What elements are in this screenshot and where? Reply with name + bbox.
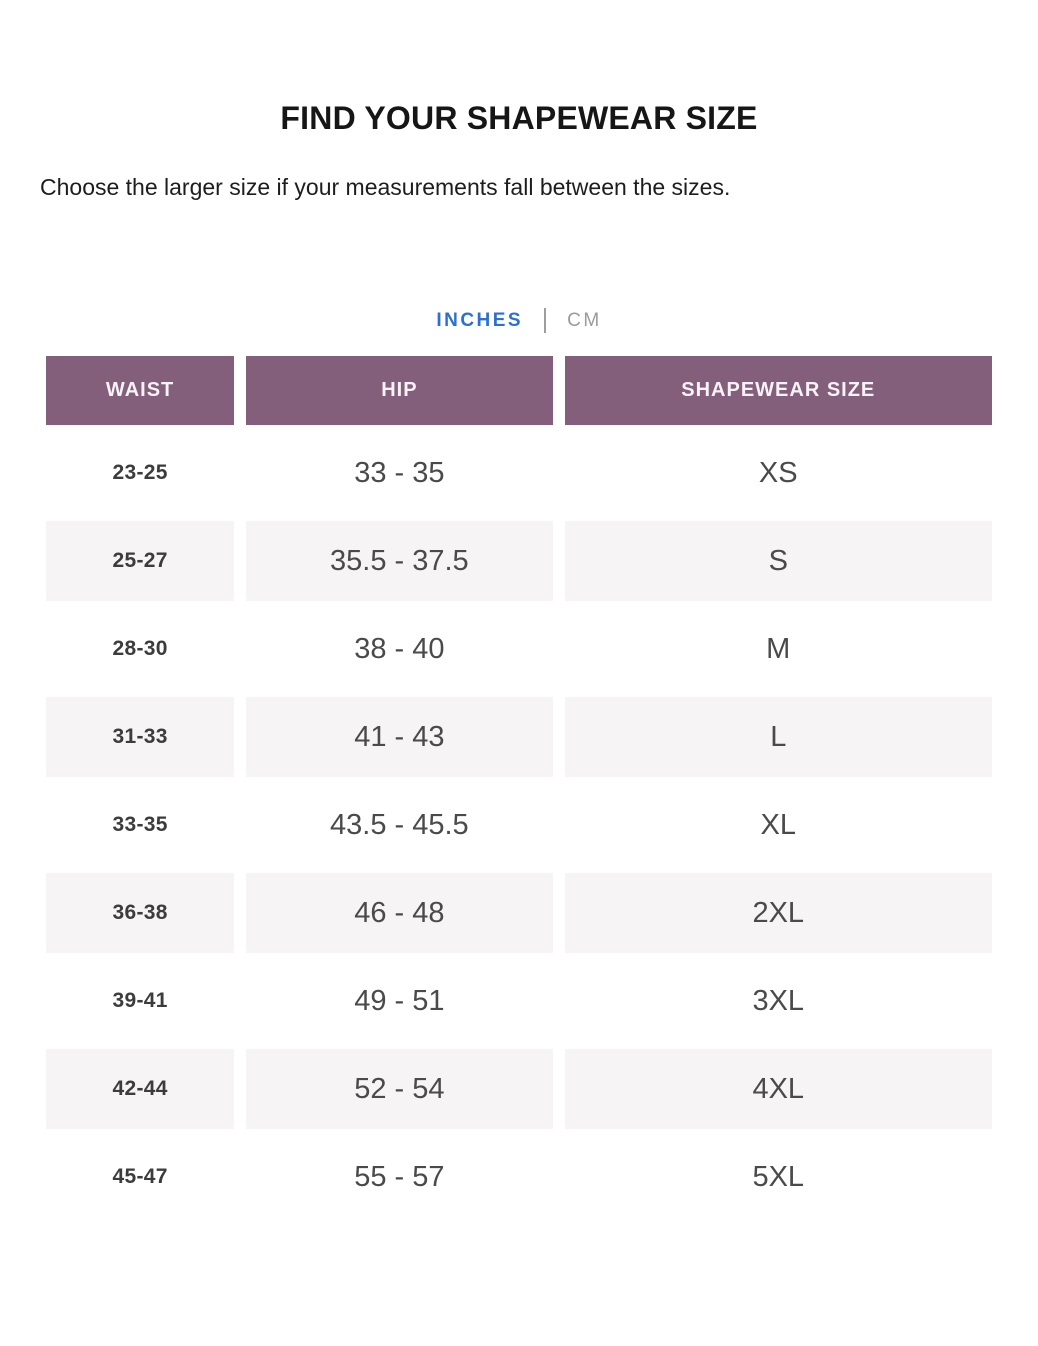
size-table: WAIST HIP SHAPEWEAR SIZE 23-25 33 - 35 XS 25-… xyxy=(34,348,1004,1225)
column-header-size: SHAPEWEAR SIZE xyxy=(564,356,992,425)
page-subtitle: Choose the larger size if your measureme… xyxy=(40,174,731,200)
hip-cell: 52 - 54 xyxy=(246,1049,553,1129)
waist-cell: 33-35 xyxy=(46,785,235,865)
size-cell: S xyxy=(564,521,992,601)
hip-cell: 33 - 35 xyxy=(246,433,553,513)
size-cell: XL xyxy=(564,785,992,865)
size-cell: 2XL xyxy=(564,873,992,953)
size-table-body: 23-25 33 - 35 XS 25-27 35.5 - 37.5 S 28-30 38 -… xyxy=(46,433,992,1217)
waist-cell: 25-27 xyxy=(46,521,235,601)
unit-option-inches[interactable]: INCHES xyxy=(436,309,524,331)
table-row: 45-47 55 - 57 5XL xyxy=(46,1137,992,1217)
waist-cell: 23-25 xyxy=(46,433,235,513)
table-row: 39-41 49 - 51 3XL xyxy=(46,961,992,1041)
hip-cell: 35.5 - 37.5 xyxy=(246,521,553,601)
table-row: 42-44 52 - 54 4XL xyxy=(46,1049,992,1129)
hip-cell: 49 - 51 xyxy=(246,961,553,1041)
table-row: 36-38 46 - 48 2XL xyxy=(46,873,992,953)
size-cell: 5XL xyxy=(564,1137,992,1217)
waist-cell: 31-33 xyxy=(46,697,235,777)
unit-divider xyxy=(544,308,547,333)
size-cell: 3XL xyxy=(564,961,992,1041)
table-row: 33-35 43.5 - 45.5 XL xyxy=(46,785,992,865)
waist-cell: 28-30 xyxy=(46,609,235,689)
size-cell: L xyxy=(564,697,992,777)
hip-cell: 43.5 - 45.5 xyxy=(246,785,553,865)
page-title: FIND YOUR SHAPEWEAR SIZE xyxy=(280,100,758,136)
size-cell: XS xyxy=(564,433,992,513)
waist-cell: 36-38 xyxy=(46,873,235,953)
hip-cell: 46 - 48 xyxy=(246,873,553,953)
table-row: 28-30 38 - 40 M xyxy=(46,609,992,689)
table-row: 23-25 33 - 35 XS xyxy=(46,433,992,513)
hip-cell: 38 - 40 xyxy=(246,609,553,689)
unit-option-cm[interactable]: CM xyxy=(567,309,602,331)
hip-cell: 41 - 43 xyxy=(246,697,553,777)
unit-toggle: INCHES CM xyxy=(0,308,1038,333)
column-header-waist: WAIST xyxy=(46,356,235,425)
column-header-hip: HIP xyxy=(246,356,553,425)
table-row: 25-27 35.5 - 37.5 S xyxy=(46,521,992,601)
table-row: 31-33 41 - 43 L xyxy=(46,697,992,777)
size-table-header-row: WAIST HIP SHAPEWEAR SIZE xyxy=(46,356,992,425)
hip-cell: 55 - 57 xyxy=(246,1137,553,1217)
waist-cell: 45-47 xyxy=(46,1137,235,1217)
waist-cell: 39-41 xyxy=(46,961,235,1041)
size-cell: M xyxy=(564,609,992,689)
waist-cell: 42-44 xyxy=(46,1049,235,1129)
size-cell: 4XL xyxy=(564,1049,992,1129)
